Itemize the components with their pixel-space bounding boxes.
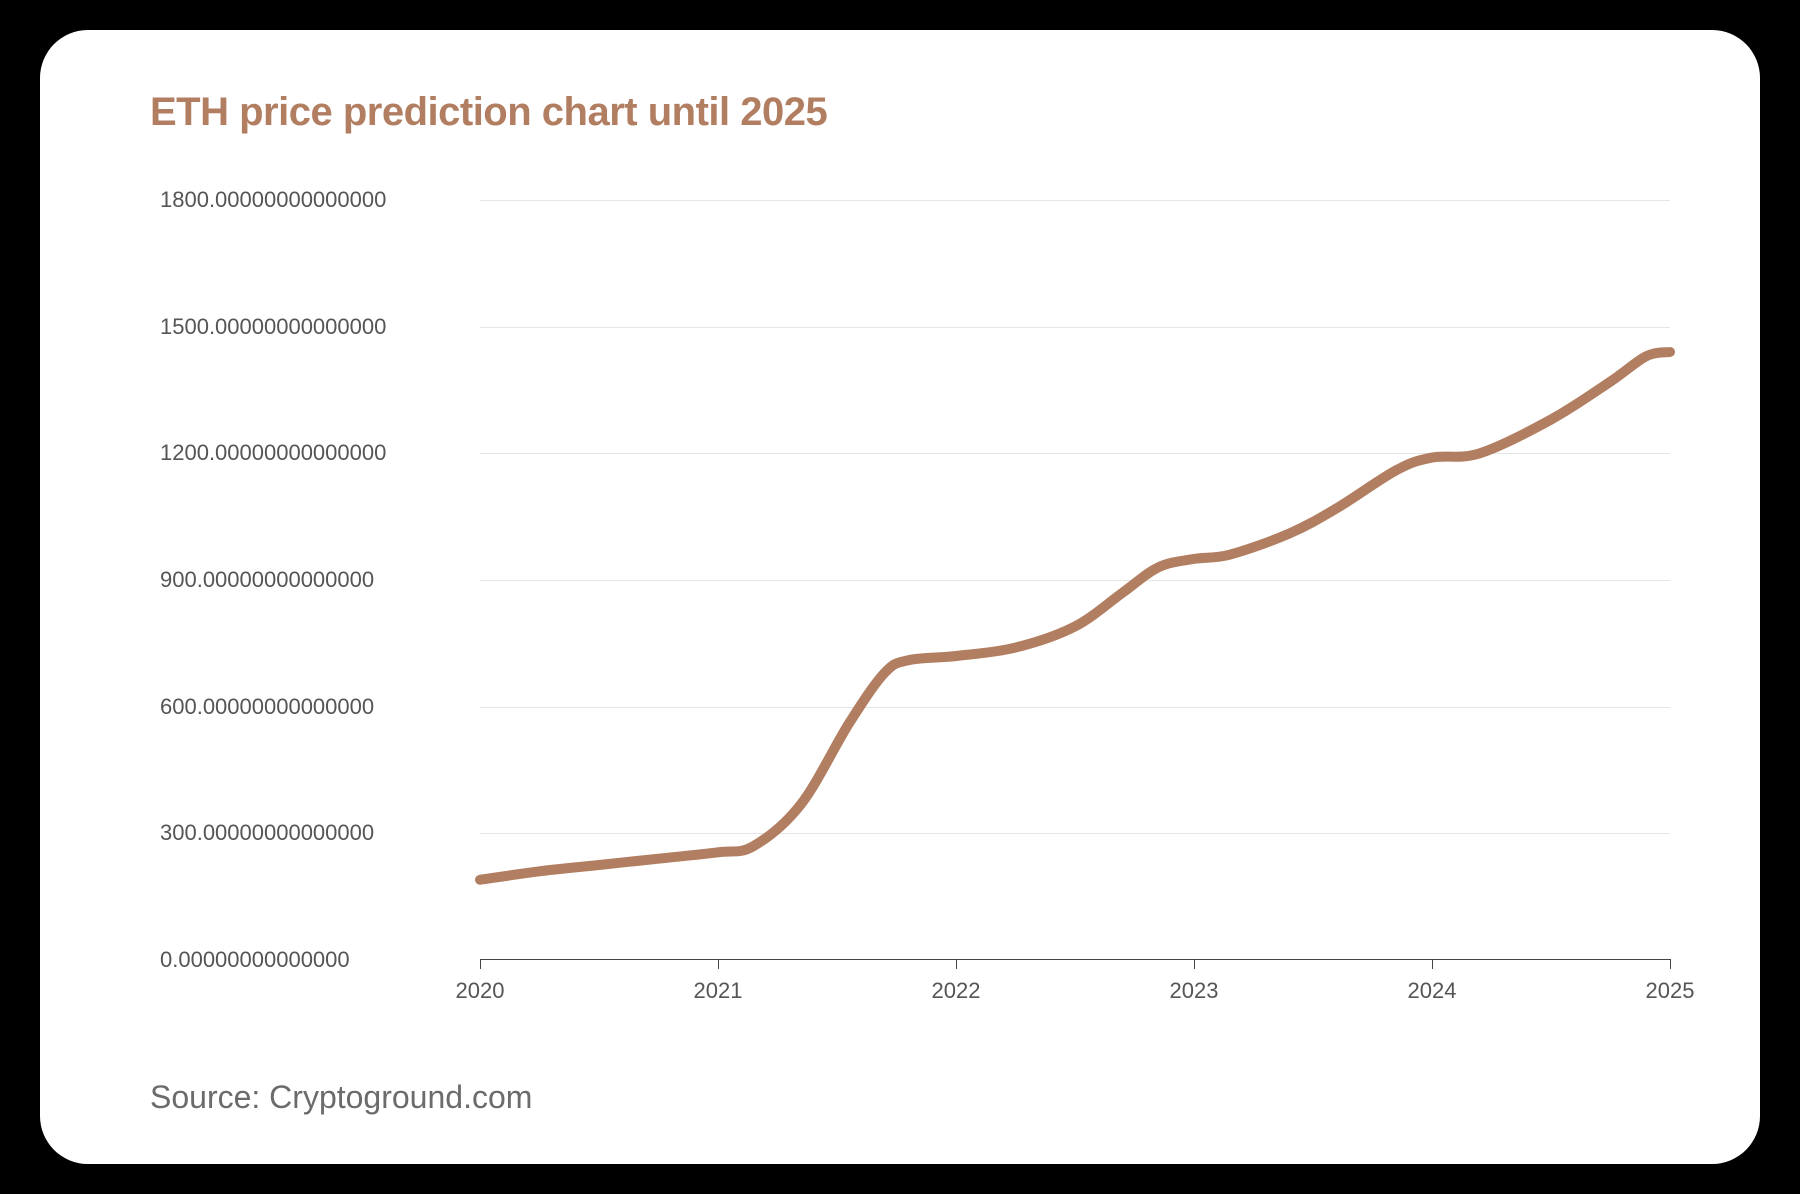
x-tick-label: 2023 bbox=[1170, 978, 1219, 1004]
x-axis bbox=[480, 959, 1670, 960]
x-tick bbox=[956, 959, 957, 969]
x-tick bbox=[1432, 959, 1433, 969]
y-tick-label: 0.00000000000000 bbox=[160, 947, 470, 973]
y-tick-label: 300.00000000000000 bbox=[160, 820, 470, 846]
x-tick-label: 2024 bbox=[1408, 978, 1457, 1004]
x-tick-label: 2021 bbox=[694, 978, 743, 1004]
y-tick-label: 900.00000000000000 bbox=[160, 567, 470, 593]
y-tick-label: 600.00000000000000 bbox=[160, 694, 470, 720]
x-tick bbox=[480, 959, 481, 969]
source-text: Source: Cryptoground.com bbox=[150, 1079, 532, 1116]
chart-card: ETH price prediction chart until 2025 0.… bbox=[40, 30, 1760, 1164]
chart-title: ETH price prediction chart until 2025 bbox=[150, 90, 827, 135]
line-series bbox=[480, 200, 1670, 960]
x-tick-label: 2025 bbox=[1646, 978, 1695, 1004]
x-tick bbox=[1194, 959, 1195, 969]
x-tick bbox=[718, 959, 719, 969]
y-tick-label: 1200.00000000000000 bbox=[160, 440, 470, 466]
y-tick-label: 1500.00000000000000 bbox=[160, 314, 470, 340]
x-tick bbox=[1670, 959, 1671, 969]
x-tick-label: 2022 bbox=[932, 978, 981, 1004]
plot-area bbox=[480, 200, 1670, 960]
x-tick-label: 2020 bbox=[456, 978, 505, 1004]
chart-area: 0.00000000000000 300.00000000000000 600.00… bbox=[150, 180, 1690, 1050]
y-tick-label: 1800.00000000000000 bbox=[160, 187, 470, 213]
